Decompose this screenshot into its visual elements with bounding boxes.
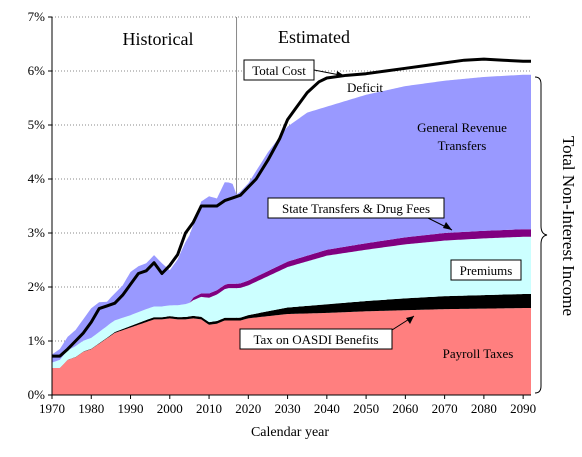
x-tick-label-11: 2080 bbox=[471, 401, 497, 416]
x-tick-label-5: 2020 bbox=[235, 401, 261, 416]
area-payroll-taxes bbox=[52, 308, 531, 395]
x-tick-label-7: 2040 bbox=[314, 401, 340, 416]
x-tick-label-9: 2060 bbox=[392, 401, 418, 416]
brace-label: Total Non-Interest Income bbox=[559, 136, 578, 316]
tax-oasdi-label: Tax on OASDI Benefits bbox=[253, 332, 378, 347]
premiums-label-box bbox=[450, 259, 522, 281]
axes: 0% 1% 2% 3% 4% 5% 6% 7% 1970 1980 1990 2000 2010 2020… bbox=[28, 9, 536, 416]
y-tick-label-5: 5% bbox=[28, 117, 46, 132]
y-tick-label-1: 1% bbox=[28, 333, 46, 348]
x-tick-label-1: 1980 bbox=[78, 401, 104, 416]
deficit-label: Deficit bbox=[347, 80, 383, 95]
x-axis-label: Calendar year bbox=[251, 425, 329, 440]
tax-oasdi-arrowhead bbox=[406, 316, 414, 324]
area-tax-on-oasdi-benefits bbox=[52, 294, 531, 368]
area-premiums bbox=[52, 236, 531, 368]
y-tick-label-4: 4% bbox=[28, 171, 46, 186]
total-cost-label: Total Cost bbox=[252, 63, 306, 78]
general-revenue-label-line1: General Revenue bbox=[417, 120, 507, 135]
region-label-historical: Historical bbox=[123, 29, 194, 49]
x-tick-label-3: 2000 bbox=[157, 401, 183, 416]
total-cost-arrowhead bbox=[336, 71, 345, 78]
state-transfers-label-box bbox=[267, 197, 445, 219]
x-tick-label-8: 2050 bbox=[353, 401, 379, 416]
x-tick-label-10: 2070 bbox=[432, 401, 458, 416]
general-revenue-label-line2: Transfers bbox=[438, 138, 487, 153]
tax-oasdi-label-box bbox=[239, 328, 393, 350]
y-tick-label-6: 6% bbox=[28, 63, 46, 78]
y-tick-label-2: 2% bbox=[28, 279, 46, 294]
annotations: Historical Estimated Total Cost Deficit … bbox=[123, 27, 578, 440]
line-total-cost bbox=[52, 57, 531, 358]
area-general-revenue-transfers bbox=[52, 74, 531, 363]
premiums-label: Premiums bbox=[460, 263, 513, 278]
cost-lines bbox=[52, 57, 531, 358]
x-tick-label-6: 2030 bbox=[275, 401, 301, 416]
income-brace bbox=[534, 76, 548, 394]
x-tick-label-2: 1990 bbox=[118, 401, 144, 416]
stacked-areas bbox=[52, 74, 531, 395]
state-transfers-arrowhead bbox=[443, 222, 452, 230]
x-tick-label-0: 1970 bbox=[39, 401, 65, 416]
region-label-estimated: Estimated bbox=[278, 27, 350, 47]
y-tick-label-3: 3% bbox=[28, 225, 46, 240]
x-tick-label-4: 2010 bbox=[196, 401, 222, 416]
y-tick-label-0: 0% bbox=[28, 387, 46, 402]
x-tick-label-12: 2090 bbox=[510, 401, 536, 416]
y-tick-label-7: 7% bbox=[28, 9, 46, 24]
state-transfers-label: State Transfers & Drug Fees bbox=[282, 201, 430, 216]
payroll-taxes-label: Payroll Taxes bbox=[443, 346, 514, 361]
